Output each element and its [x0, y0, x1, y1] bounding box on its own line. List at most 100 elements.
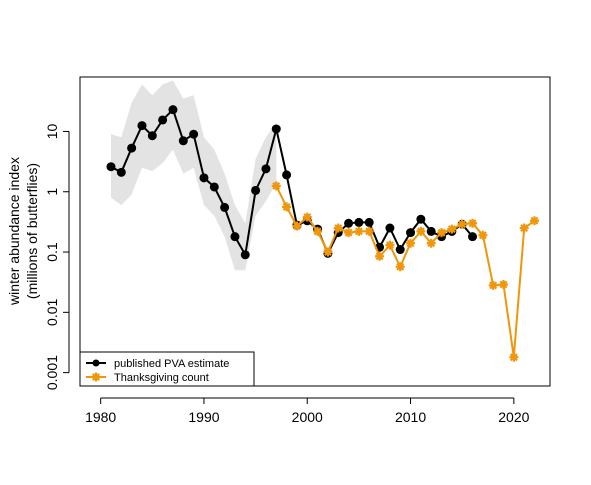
point-thanksgiving	[426, 238, 436, 248]
y-tick-label: 1	[44, 188, 60, 196]
star-stroke	[437, 228, 446, 237]
x-tick-label: 2010	[395, 409, 426, 425]
point-pva	[261, 164, 271, 174]
point-thanksgiving	[406, 238, 416, 248]
star-stroke	[323, 248, 332, 256]
star-stroke	[478, 231, 487, 240]
star-stroke	[416, 227, 425, 236]
point-pva	[385, 223, 395, 233]
star-stroke	[344, 228, 353, 237]
star-stroke	[92, 373, 100, 381]
point-thanksgiving	[416, 226, 426, 236]
x-tick-label: 2000	[292, 409, 323, 425]
star-stroke	[458, 220, 467, 229]
star-stroke	[406, 239, 415, 248]
point-pva	[137, 121, 147, 131]
y-axis-title-line2: (millions of butterflies)	[24, 163, 40, 299]
point-pva	[209, 182, 219, 192]
point-pva	[116, 167, 126, 177]
point-thanksgiving	[499, 279, 509, 289]
star-stroke	[272, 181, 281, 190]
point-pva	[158, 115, 168, 125]
point-thanksgiving	[509, 352, 519, 362]
y-tick-label: 0.1	[44, 242, 60, 262]
point-thanksgiving	[478, 230, 488, 240]
point-pva	[178, 136, 188, 146]
point-pva	[354, 217, 364, 227]
point-thanksgiving	[364, 226, 374, 236]
axes: 1980 1990 2000 2010 2020 0.001 0.01 0.1 1 10	[44, 123, 530, 425]
y-tick-label: 10	[44, 123, 60, 139]
point-pva	[251, 185, 261, 195]
legend-pva-marker	[92, 359, 100, 367]
star-stroke	[447, 225, 456, 234]
star-stroke	[313, 227, 322, 236]
series-line-thanksgiving	[275, 185, 536, 358]
legend-thanksgiving-label: Thanksgiving count	[114, 372, 209, 384]
legend-pva-label: published PVA estimate	[114, 358, 229, 370]
star-stroke	[427, 239, 436, 248]
point-thanksgiving	[395, 262, 405, 272]
point-pva	[282, 170, 292, 180]
point-thanksgiving	[530, 216, 540, 226]
x-tick-label: 2020	[498, 409, 529, 425]
star-stroke	[489, 281, 498, 290]
point-thanksgiving	[323, 247, 333, 257]
point-thanksgiving	[457, 219, 467, 229]
point-pva	[168, 105, 178, 115]
point-thanksgiving	[437, 228, 447, 238]
point-pva	[406, 228, 416, 238]
star-stroke	[365, 227, 374, 236]
point-thanksgiving	[468, 218, 478, 228]
series-pva	[106, 105, 478, 260]
y-axis-title-line1: winter abundance index	[6, 157, 22, 306]
star-stroke	[468, 219, 477, 228]
series-thanksgiving	[271, 181, 540, 362]
legend: published PVA estimate Thanksgiving coun…	[79, 351, 255, 387]
point-pva	[271, 124, 281, 134]
series-layer	[106, 105, 540, 362]
star-stroke	[530, 216, 539, 225]
y-tick-label: 0.001	[44, 355, 60, 390]
point-pva	[468, 232, 478, 242]
point-thanksgiving	[519, 223, 529, 233]
point-thanksgiving	[375, 251, 385, 261]
point-thanksgiving	[447, 224, 457, 234]
y-tick-label: 0.01	[44, 298, 60, 325]
point-thanksgiving	[385, 240, 395, 250]
star-stroke	[396, 262, 405, 271]
point-pva	[106, 162, 116, 172]
star-stroke	[282, 202, 291, 211]
point-pva	[147, 131, 157, 141]
plot-frame	[79, 76, 551, 387]
star-stroke	[303, 213, 312, 222]
star-stroke	[334, 224, 343, 233]
point-thanksgiving	[292, 221, 302, 231]
point-thanksgiving	[282, 202, 292, 212]
point-thanksgiving	[313, 226, 323, 236]
point-thanksgiving	[271, 181, 281, 191]
point-pva	[240, 250, 250, 260]
y-axis-title: winter abundance index (millions of butt…	[6, 157, 40, 306]
star-stroke	[499, 280, 508, 289]
point-thanksgiving	[488, 280, 498, 290]
point-pva	[220, 202, 230, 212]
x-tick-label: 1990	[188, 409, 219, 425]
star-stroke	[292, 222, 301, 230]
x-tick-label: 1980	[85, 409, 116, 425]
point-pva	[230, 232, 240, 242]
star-stroke	[520, 224, 529, 233]
point-thanksgiving	[344, 228, 354, 238]
confidence-band	[111, 80, 277, 271]
point-thanksgiving	[354, 226, 364, 236]
legend-star	[91, 372, 101, 382]
point-thanksgiving	[333, 223, 343, 233]
star-stroke	[385, 241, 394, 250]
point-pva	[199, 173, 209, 183]
point-pva	[395, 245, 405, 255]
point-pva	[364, 217, 374, 227]
point-pva	[127, 143, 137, 153]
